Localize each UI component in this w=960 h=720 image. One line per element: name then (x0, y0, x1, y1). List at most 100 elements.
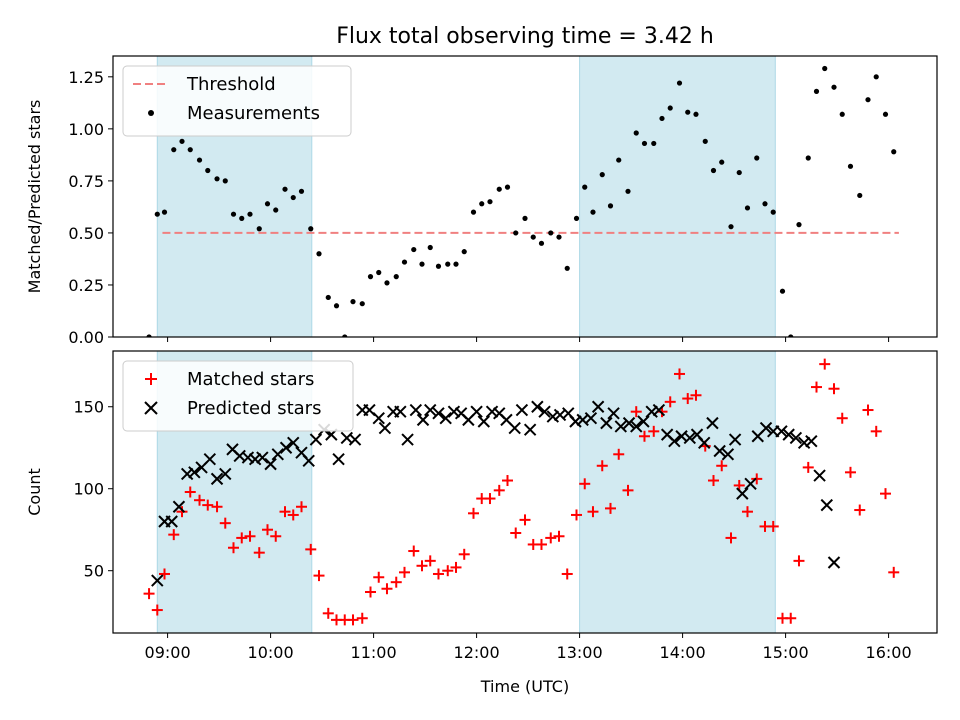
data-point (698, 436, 711, 450)
data-point (741, 506, 753, 518)
data-point (782, 428, 795, 441)
marker-stroke (744, 477, 757, 491)
marker-stroke (683, 431, 697, 445)
data-point (390, 576, 402, 588)
marker-stroke (546, 410, 560, 423)
data-point (416, 413, 430, 427)
data-point (287, 436, 300, 450)
legend-entry: Predicted stars (144, 398, 321, 419)
data-point (394, 405, 407, 418)
data-point (305, 543, 317, 555)
data-point (287, 509, 299, 521)
data-point (600, 416, 613, 430)
marker-stroke (165, 515, 178, 528)
data-point (384, 280, 390, 286)
marker-stroke (728, 433, 742, 446)
data-point (599, 172, 605, 178)
data-point (690, 389, 702, 401)
marker-stroke (553, 408, 567, 422)
data-point (477, 415, 491, 428)
data-point (214, 176, 220, 182)
data-point (264, 201, 271, 207)
data-point (510, 527, 522, 539)
data-point (531, 400, 544, 413)
data-point (683, 431, 697, 445)
legend-label: Measurements (187, 103, 320, 124)
data-point (159, 568, 170, 580)
legend-entry: Matched stars (145, 369, 314, 390)
marker-stroke (424, 403, 437, 417)
marker-stroke (523, 423, 537, 436)
data-point (347, 614, 359, 626)
marker-stroke (279, 441, 293, 454)
y-tick-label: 0.25 (68, 276, 104, 295)
data-point (282, 186, 288, 192)
data-point (376, 269, 382, 276)
data-point (424, 555, 436, 567)
marker-stroke (401, 433, 414, 446)
data-point (813, 469, 826, 482)
x-tick-label: 10:00 (248, 643, 294, 662)
data-point (569, 415, 582, 428)
marker-stroke (500, 413, 513, 427)
data-point (604, 502, 616, 514)
data-point (253, 547, 265, 559)
marker-stroke (241, 451, 255, 464)
data-point (633, 130, 639, 136)
data-point (854, 504, 866, 516)
marker-stroke (637, 415, 650, 428)
data-point (659, 115, 665, 122)
data-point (180, 467, 194, 481)
data-point (271, 448, 285, 461)
data-point (470, 209, 477, 215)
marker-stroke (295, 446, 308, 459)
marker-stroke (607, 407, 620, 420)
marker-stroke (562, 407, 575, 420)
marker-stroke (454, 407, 468, 420)
data-point (651, 140, 657, 147)
marker-stroke (210, 472, 224, 486)
shaded-interval (579, 55, 776, 338)
data-point (716, 460, 728, 472)
data-point (613, 448, 625, 460)
data-point (519, 514, 531, 526)
data-point (401, 433, 414, 446)
legend: Threshold Measurements (122, 65, 352, 137)
legend-marker (144, 401, 158, 415)
data-point (256, 451, 269, 464)
data-point (154, 211, 160, 217)
data-point (365, 586, 376, 598)
data-point (187, 147, 193, 153)
data-point (882, 111, 889, 117)
data-point (219, 467, 232, 481)
data-point (702, 138, 708, 144)
data-point (508, 421, 521, 435)
plot-area (146, 65, 899, 337)
data-point (378, 421, 392, 435)
data-point (513, 230, 519, 236)
data-point (591, 400, 605, 413)
marker-stroke (188, 466, 201, 479)
data-point (736, 487, 749, 500)
data-point (468, 507, 479, 519)
data-point (151, 574, 164, 587)
marker-stroke (736, 487, 749, 500)
data-point (616, 157, 622, 163)
data-point (493, 484, 505, 496)
marker-stroke (775, 425, 788, 438)
data-point (571, 509, 582, 521)
data-point (236, 532, 248, 544)
data-point (667, 105, 673, 111)
data-point (445, 261, 451, 267)
x-tick-label: 09:00 (145, 643, 191, 662)
marker-stroke (569, 415, 582, 428)
data-point (298, 188, 305, 194)
data-point (548, 230, 554, 236)
data-point (479, 201, 485, 207)
marker-stroke (820, 498, 833, 512)
data-point (416, 560, 428, 572)
data-point (171, 147, 177, 153)
bottom-panel: 50 100 150 09:00 10:00 11:00 12:00 13:00 14:00 15… (25, 350, 938, 662)
data-point (409, 403, 423, 417)
data-point (342, 334, 348, 337)
